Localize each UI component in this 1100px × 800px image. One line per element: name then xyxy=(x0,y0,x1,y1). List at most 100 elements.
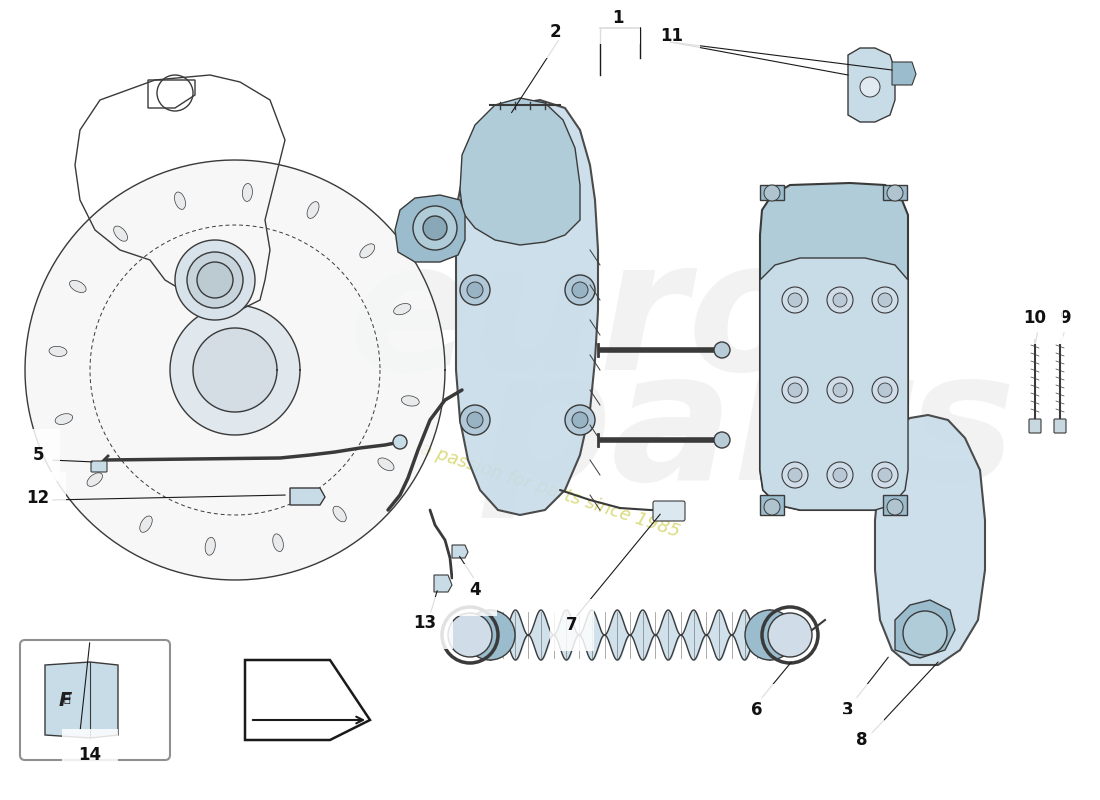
Polygon shape xyxy=(883,495,908,515)
Polygon shape xyxy=(45,662,118,738)
Text: 4: 4 xyxy=(470,581,481,599)
Text: 3: 3 xyxy=(843,701,854,719)
Polygon shape xyxy=(895,600,955,658)
Text: 14: 14 xyxy=(78,746,101,764)
Circle shape xyxy=(878,293,892,307)
Circle shape xyxy=(878,468,892,482)
Text: 5: 5 xyxy=(32,446,44,464)
Polygon shape xyxy=(760,495,784,515)
Circle shape xyxy=(460,275,490,305)
Circle shape xyxy=(788,383,802,397)
Circle shape xyxy=(468,282,483,298)
Polygon shape xyxy=(760,183,907,510)
Circle shape xyxy=(860,77,880,97)
FancyBboxPatch shape xyxy=(1054,419,1066,433)
Circle shape xyxy=(872,377,898,403)
Ellipse shape xyxy=(394,303,411,314)
Polygon shape xyxy=(760,258,907,510)
Ellipse shape xyxy=(333,506,346,522)
Polygon shape xyxy=(395,195,465,262)
Text: 1: 1 xyxy=(613,9,624,27)
Circle shape xyxy=(833,293,847,307)
Circle shape xyxy=(833,383,847,397)
Circle shape xyxy=(878,383,892,397)
Circle shape xyxy=(565,275,595,305)
Ellipse shape xyxy=(87,473,102,486)
Circle shape xyxy=(460,405,490,435)
Circle shape xyxy=(175,240,255,320)
Text: F: F xyxy=(58,690,72,710)
Text: 2: 2 xyxy=(549,23,561,41)
Circle shape xyxy=(887,499,903,515)
Circle shape xyxy=(424,216,447,240)
Circle shape xyxy=(782,287,808,313)
Polygon shape xyxy=(290,488,324,505)
Ellipse shape xyxy=(69,280,86,293)
Circle shape xyxy=(788,468,802,482)
Circle shape xyxy=(788,293,802,307)
Circle shape xyxy=(572,412,588,428)
Ellipse shape xyxy=(205,538,216,555)
Polygon shape xyxy=(456,100,598,515)
Polygon shape xyxy=(170,305,300,435)
Circle shape xyxy=(872,287,898,313)
Circle shape xyxy=(745,610,795,660)
Text: 6: 6 xyxy=(751,701,762,719)
Text: 11: 11 xyxy=(660,27,683,45)
Circle shape xyxy=(768,613,812,657)
Polygon shape xyxy=(760,185,784,200)
Circle shape xyxy=(465,610,515,660)
Circle shape xyxy=(887,185,903,201)
Polygon shape xyxy=(874,415,984,665)
Circle shape xyxy=(903,611,947,655)
Circle shape xyxy=(572,282,588,298)
Text: a passion for parts since 1985: a passion for parts since 1985 xyxy=(418,439,682,541)
Circle shape xyxy=(468,412,483,428)
Polygon shape xyxy=(25,160,446,580)
Ellipse shape xyxy=(50,346,67,357)
Circle shape xyxy=(448,613,492,657)
Ellipse shape xyxy=(402,396,419,406)
FancyBboxPatch shape xyxy=(20,640,170,760)
Ellipse shape xyxy=(273,534,284,551)
Circle shape xyxy=(412,206,456,250)
Circle shape xyxy=(714,432,730,448)
Circle shape xyxy=(782,377,808,403)
Ellipse shape xyxy=(113,226,128,242)
Circle shape xyxy=(197,262,233,298)
Circle shape xyxy=(764,499,780,515)
Polygon shape xyxy=(848,48,895,122)
Circle shape xyxy=(872,462,898,488)
FancyBboxPatch shape xyxy=(653,501,685,521)
Circle shape xyxy=(827,287,853,313)
Circle shape xyxy=(833,468,847,482)
Circle shape xyxy=(764,185,780,201)
Circle shape xyxy=(187,252,243,308)
Ellipse shape xyxy=(55,414,73,425)
Ellipse shape xyxy=(175,192,186,210)
Polygon shape xyxy=(883,185,908,200)
Polygon shape xyxy=(452,545,468,558)
Polygon shape xyxy=(192,328,277,412)
Circle shape xyxy=(393,435,407,449)
Text: 12: 12 xyxy=(26,489,50,507)
Text: 🐎: 🐎 xyxy=(64,694,70,704)
Circle shape xyxy=(827,462,853,488)
Text: 10: 10 xyxy=(1023,309,1046,327)
Circle shape xyxy=(782,462,808,488)
Text: 7: 7 xyxy=(566,616,578,634)
Ellipse shape xyxy=(242,183,252,202)
Text: 13: 13 xyxy=(414,614,437,632)
Polygon shape xyxy=(892,62,916,85)
Text: parts: parts xyxy=(483,342,1016,518)
Text: 9: 9 xyxy=(1059,309,1070,327)
Text: 8: 8 xyxy=(856,731,868,749)
Circle shape xyxy=(565,405,595,435)
Ellipse shape xyxy=(360,244,375,258)
Circle shape xyxy=(827,377,853,403)
Polygon shape xyxy=(460,98,580,245)
FancyBboxPatch shape xyxy=(91,461,107,472)
Ellipse shape xyxy=(307,202,319,218)
FancyBboxPatch shape xyxy=(1028,419,1041,433)
Polygon shape xyxy=(434,575,452,592)
